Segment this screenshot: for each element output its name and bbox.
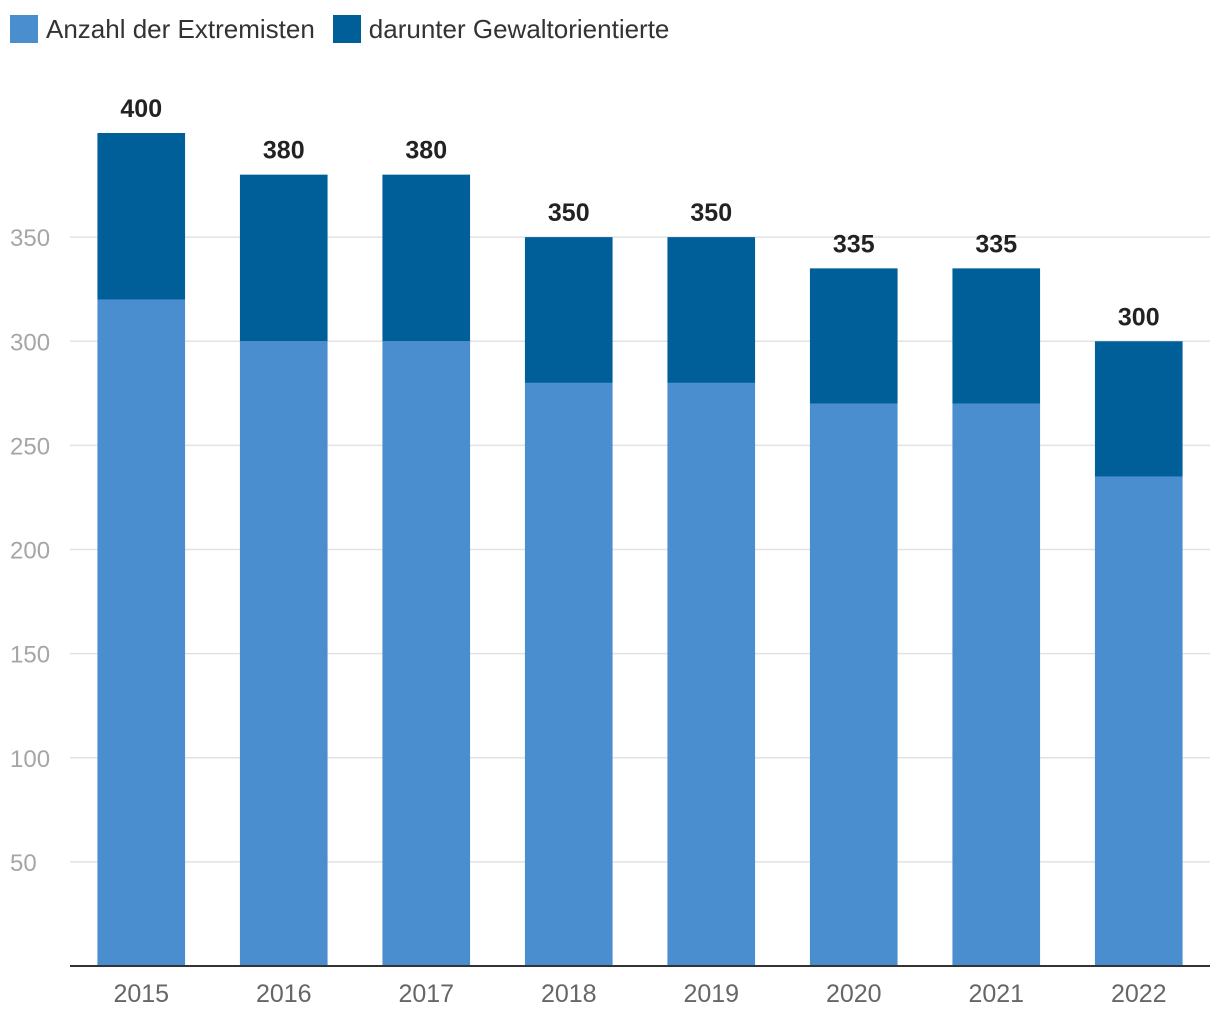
legend: Anzahl der Extremisten darunter Gewaltor… [10, 12, 687, 46]
bar-extremisten-2017[interactable] [382, 341, 471, 966]
bar-gewaltorientierte-2020[interactable] [809, 268, 898, 404]
data-label-2018: 350 [548, 199, 590, 227]
legend-swatch-gewaltorientierte [332, 15, 361, 43]
legend-label-extremisten: Anzahl der Extremisten [46, 13, 315, 44]
legend-swatch-extremisten [10, 15, 38, 43]
bar-extremisten-2019[interactable] [667, 382, 756, 966]
bar-gewaltorientierte-2016[interactable] [239, 174, 328, 342]
x-tick-label-2015: 2015 [113, 980, 169, 1008]
x-tick-label-2017: 2017 [398, 980, 454, 1008]
y-tick-label-100: 100 [10, 746, 50, 773]
y-tick-label-250: 250 [10, 433, 50, 460]
bar-gewaltorientierte-2015[interactable] [97, 133, 186, 300]
bar-extremisten-2021[interactable] [952, 403, 1041, 967]
bar-gewaltorientierte-2019[interactable] [667, 237, 756, 383]
data-label-2022: 300 [1118, 303, 1160, 331]
x-tick-label-2019: 2019 [683, 980, 739, 1008]
bar-gewaltorientierte-2021[interactable] [952, 268, 1041, 404]
bar-extremisten-2022[interactable] [1094, 476, 1183, 966]
bar-gewaltorientierte-2018[interactable] [524, 237, 613, 383]
x-tick-label-2018: 2018 [541, 980, 597, 1008]
bar-gewaltorientierte-2017[interactable] [382, 174, 471, 342]
bar-extremisten-2015[interactable] [97, 299, 186, 967]
legend-label-gewaltorientierte: darunter Gewaltorientierte [368, 13, 670, 44]
data-label-2015: 400 [120, 95, 162, 123]
data-label-2020: 335 [833, 230, 875, 258]
y-tick-label-300: 300 [10, 329, 50, 356]
legend-item-extremisten[interactable]: Anzahl der Extremisten [10, 14, 315, 45]
data-label-2016: 380 [263, 137, 305, 165]
bar-extremisten-2020[interactable] [809, 403, 898, 967]
y-tick-label-200: 200 [10, 538, 50, 565]
y-tick-label-150: 150 [10, 642, 50, 669]
x-tick-label-2020: 2020 [826, 980, 882, 1008]
bar-gewaltorientierte-2022[interactable] [1094, 341, 1183, 477]
y-tick-label-350: 350 [10, 225, 50, 252]
data-label-2017: 380 [405, 137, 447, 165]
x-tick-label-2022: 2022 [1111, 980, 1167, 1008]
bar-extremisten-2016[interactable] [239, 341, 328, 966]
legend-item-gewaltorientierte[interactable]: darunter Gewaltorientierte [332, 13, 670, 45]
x-tick-label-2016: 2016 [256, 980, 312, 1008]
bar-extremisten-2018[interactable] [524, 382, 613, 966]
data-label-2019: 350 [690, 199, 732, 227]
y-tick-label-50: 50 [10, 850, 37, 877]
data-label-2021: 335 [975, 230, 1017, 258]
x-tick-label-2021: 2021 [968, 980, 1024, 1008]
